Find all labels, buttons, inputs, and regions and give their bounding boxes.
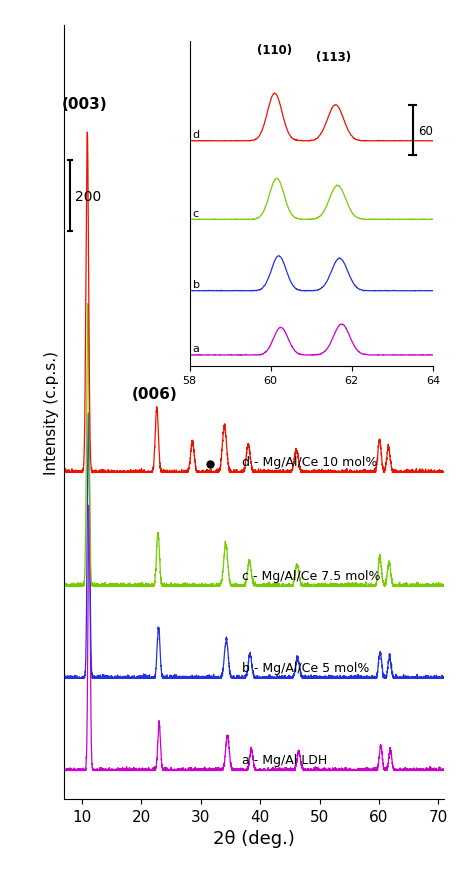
Y-axis label: Intensity (c.p.s.): Intensity (c.p.s.): [44, 350, 59, 475]
X-axis label: 2θ (deg.): 2θ (deg.): [213, 829, 295, 847]
Text: a - Mg/Al LDH: a - Mg/Al LDH: [242, 753, 327, 766]
Text: (003): (003): [62, 97, 108, 112]
Text: (006): (006): [132, 387, 178, 402]
Text: d - Mg/Al/Ce 10 mol%: d - Mg/Al/Ce 10 mol%: [242, 456, 378, 469]
Text: c - Mg/Al/Ce 7.5 mol%: c - Mg/Al/Ce 7.5 mol%: [242, 569, 381, 582]
Text: 200: 200: [75, 190, 101, 204]
Text: b - Mg/Al/Ce 5 mol%: b - Mg/Al/Ce 5 mol%: [242, 661, 370, 674]
